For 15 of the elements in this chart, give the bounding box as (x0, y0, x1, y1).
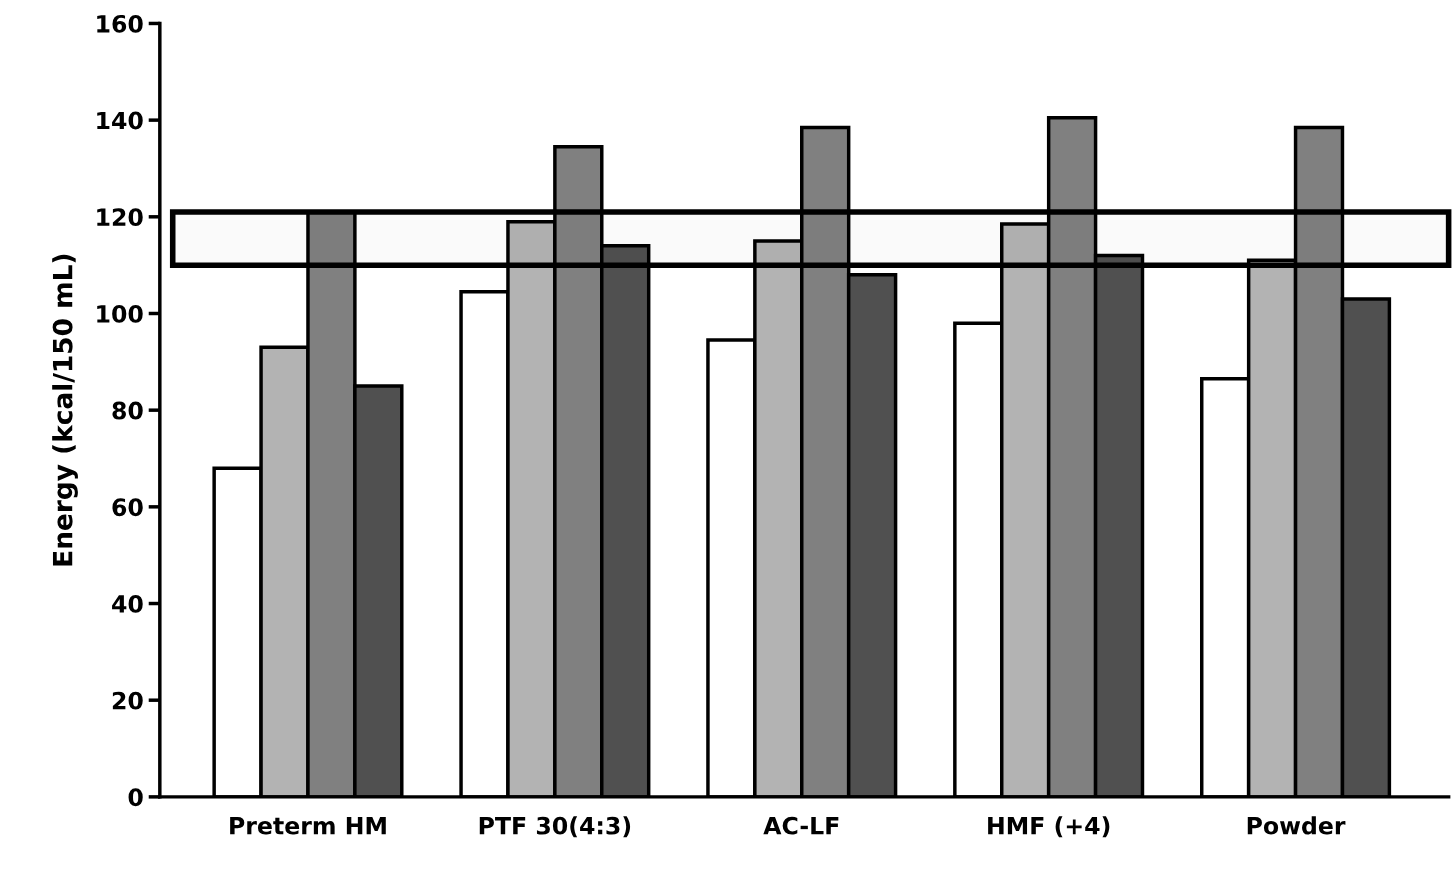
y-tick-label: 0 (128, 788, 143, 807)
x-tick-label: HMF (+4) (988, 816, 1110, 838)
x-tick-label: Preterm HM (230, 817, 386, 835)
y-tick-label: 100 (97, 304, 143, 323)
y-tick-label: 120 (97, 208, 143, 227)
y-tick-label: 80 (112, 401, 143, 420)
y-tick-label: 160 (97, 14, 143, 33)
y-axis-title: Energy (kcal/150 mL) (52, 254, 78, 566)
x-tick-label: Powder (1247, 816, 1346, 835)
x-tick-label: PTF 30(4:3) (479, 816, 631, 838)
y-tick-label: 60 (112, 498, 143, 517)
x-tick-label: AC-LF (763, 816, 839, 835)
y-tick-label: 140 (97, 111, 143, 130)
y-tick-label: 40 (112, 594, 143, 613)
y-tick-label: 20 (112, 691, 143, 710)
